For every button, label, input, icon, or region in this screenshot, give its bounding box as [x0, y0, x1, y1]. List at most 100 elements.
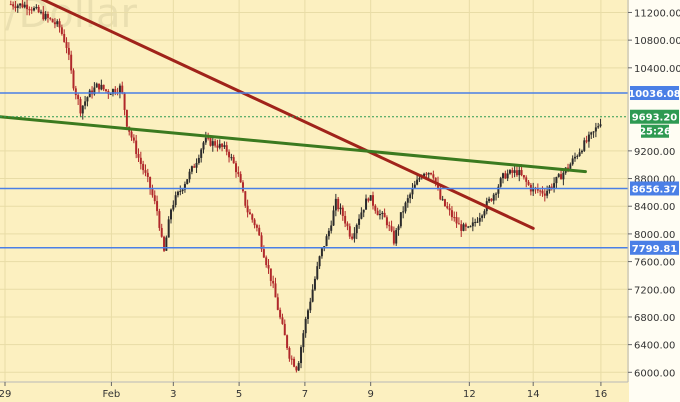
candle-body — [353, 233, 356, 239]
candle-body — [318, 256, 321, 267]
candle-body — [432, 174, 435, 178]
candle-body — [532, 187, 535, 192]
candle-body — [274, 283, 277, 298]
candle-body — [325, 236, 328, 247]
countdown-tag — [641, 124, 669, 138]
candle-body — [221, 143, 224, 147]
x-tick-label: 7 — [302, 389, 308, 400]
candle-body — [23, 4, 26, 8]
candle-body — [139, 157, 142, 164]
candle-body — [399, 212, 402, 227]
candle-body — [98, 83, 101, 90]
candle-body — [553, 183, 556, 188]
candle-body — [84, 101, 87, 106]
candle-body — [409, 194, 412, 199]
candle-body — [365, 198, 368, 210]
candle-body — [65, 41, 68, 48]
candle-body — [434, 177, 437, 183]
x-tick-label: 3 — [170, 389, 176, 400]
candle-body — [488, 198, 491, 202]
candle-body — [587, 134, 590, 142]
candle-body — [492, 194, 495, 201]
candle-body — [244, 191, 247, 206]
candle-body — [204, 137, 207, 143]
candle-body — [102, 84, 105, 90]
candle-body — [525, 177, 528, 182]
candle-body — [508, 170, 511, 174]
candle-body — [416, 179, 419, 185]
price-axis[interactable]: 11200.00 10800.00 10400.00 9200.00 8800.00 84… — [628, 8, 680, 379]
time-axis[interactable]: 29 Feb 3 5 7 9 12 14 16 — [0, 382, 607, 400]
candle-body — [114, 89, 117, 93]
candle-body — [214, 141, 217, 146]
candle-body — [337, 198, 340, 210]
candle-body — [35, 6, 38, 9]
candle-body — [339, 207, 342, 210]
candle-body — [33, 8, 36, 11]
candle-body — [418, 178, 421, 180]
candle-body — [536, 188, 539, 191]
candle-body — [295, 366, 298, 371]
candle-body — [597, 126, 600, 128]
level-price-label: 7799.81 — [632, 244, 678, 255]
y-tick-label: 6000.00 — [634, 368, 675, 379]
countdown-label: 25:26 — [639, 127, 671, 138]
y-tick-label: 8800.00 — [634, 175, 675, 186]
candle-body — [320, 248, 323, 257]
candle-body — [272, 280, 275, 284]
candle-body — [72, 70, 75, 89]
candle-body — [388, 225, 391, 227]
candle-body — [251, 214, 254, 220]
candle-body — [499, 178, 502, 187]
candle-body — [88, 90, 91, 98]
candle-body — [49, 17, 52, 20]
candle-body — [404, 202, 407, 212]
candle-body — [288, 347, 291, 359]
trendlines[interactable] — [0, 0, 587, 230]
horizontal-levels[interactable] — [0, 92, 628, 249]
candle-body — [344, 215, 347, 224]
candle-body — [209, 137, 212, 146]
candle-body — [283, 323, 286, 336]
candle-body — [413, 184, 416, 189]
candle-body — [14, 6, 17, 9]
candle-body — [195, 162, 198, 168]
candle-body — [358, 218, 361, 225]
candle-body — [44, 14, 47, 20]
candle-body — [223, 145, 226, 147]
candle-body — [478, 217, 481, 222]
candle-body — [378, 213, 381, 216]
candle-body — [290, 358, 293, 360]
red-trendline — [40, 0, 535, 230]
candle-body — [246, 205, 249, 213]
candle-body — [455, 217, 458, 224]
candle-body — [297, 363, 300, 371]
candle-body — [202, 142, 205, 150]
candle-body — [60, 27, 63, 34]
candle-body — [355, 224, 358, 234]
candle-body — [453, 217, 456, 219]
candle-body — [555, 176, 558, 184]
candle-body — [174, 195, 177, 205]
candle-body — [19, 3, 22, 6]
candle-body — [56, 21, 59, 25]
candle-body — [371, 195, 374, 206]
candle-body — [218, 143, 221, 148]
candle-body — [425, 173, 428, 175]
candle-body — [557, 174, 560, 177]
candle-body — [279, 309, 282, 318]
candle-body — [539, 190, 542, 192]
candle-body — [21, 3, 24, 8]
candle-body — [269, 268, 272, 281]
candlesticks — [9, 0, 602, 373]
candle-body — [93, 87, 96, 95]
candle-body — [495, 193, 498, 195]
candle-body — [543, 193, 546, 196]
candle-body — [306, 310, 309, 319]
candle-body — [481, 215, 484, 218]
candle-body — [483, 211, 486, 216]
candle-body — [460, 224, 463, 231]
candle-body — [348, 226, 351, 237]
candle-body — [585, 140, 588, 142]
